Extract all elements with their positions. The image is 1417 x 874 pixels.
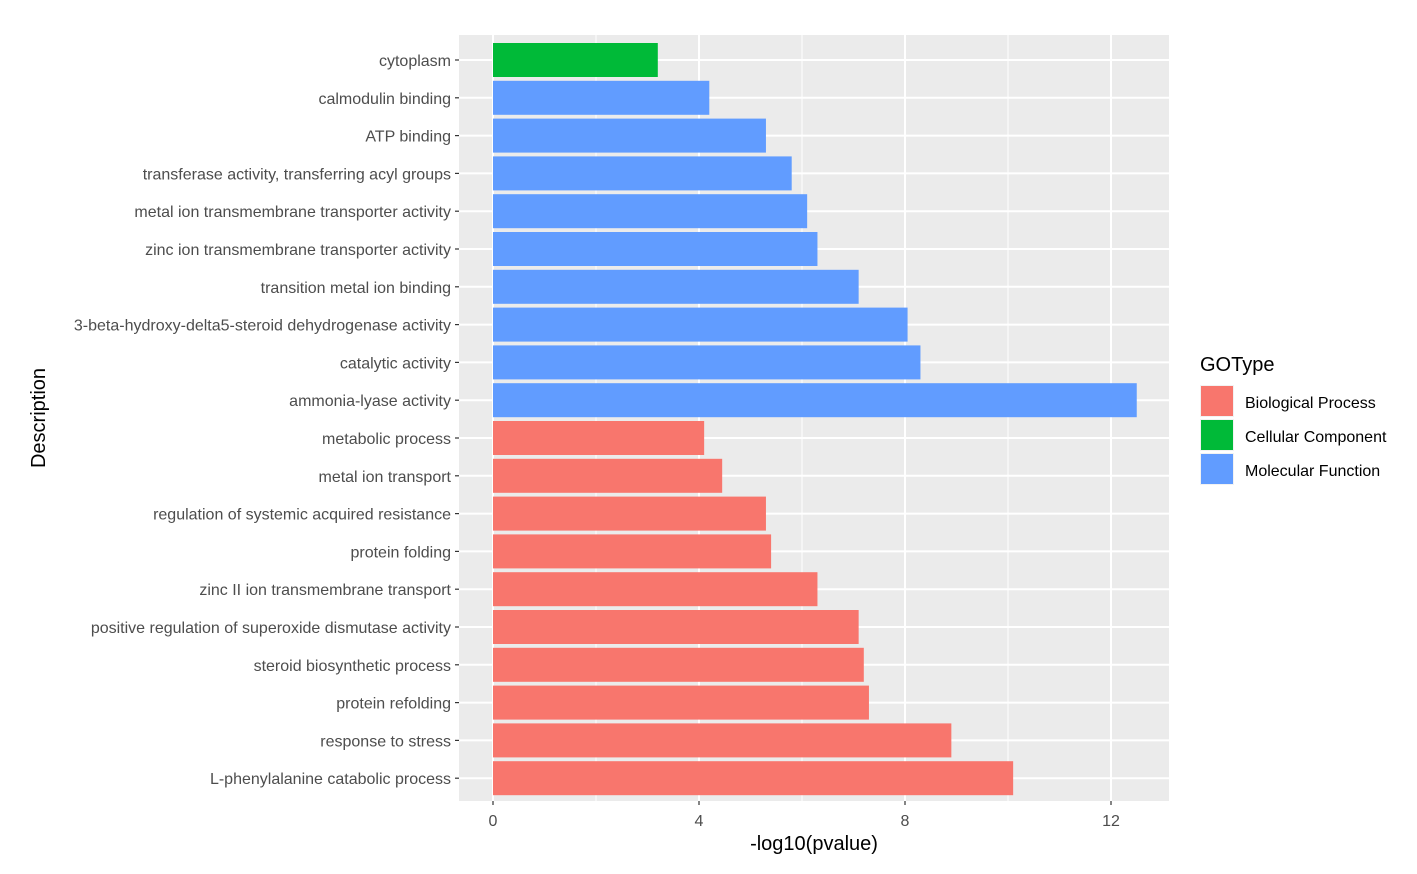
x-axis: 0 4 8 12 xyxy=(489,801,1120,830)
bar xyxy=(493,118,766,153)
y-tick-label: metal ion transport xyxy=(318,469,451,486)
y-tick-label: protein refolding xyxy=(336,696,451,713)
y-tick-label: protein folding xyxy=(350,544,451,561)
x-tick-label: 8 xyxy=(901,813,910,830)
bar xyxy=(493,307,908,342)
bar xyxy=(493,156,792,191)
y-tick-label: zinc II ion transmembrane transport xyxy=(199,582,451,599)
y-tick-label: positive regulation of superoxide dismut… xyxy=(91,620,451,637)
bar xyxy=(493,421,705,455)
y-tick-label: response to stress xyxy=(320,733,451,750)
bar xyxy=(493,534,772,569)
y-tick-label: 3-beta-hydroxy-delta5-steroid dehydrogen… xyxy=(74,318,451,335)
y-tick-label: metabolic process xyxy=(322,431,451,448)
bar xyxy=(493,572,818,607)
x-axis-title: -log10(pvalue) xyxy=(750,833,878,855)
legend-swatch xyxy=(1201,454,1233,484)
bar xyxy=(493,458,723,493)
y-tick-label: catalytic activity xyxy=(340,355,451,372)
y-tick-label: cytoplasm xyxy=(379,53,451,70)
bar xyxy=(493,232,818,266)
legend-title: GOType xyxy=(1200,354,1274,376)
legend-swatch xyxy=(1201,420,1233,450)
bar xyxy=(493,496,766,531)
y-tick-label: transferase activity, transferring acyl … xyxy=(143,166,451,183)
y-tick-label: ammonia-lyase activity xyxy=(289,393,451,410)
bar xyxy=(493,647,864,682)
y-tick-label: zinc ion transmembrane transporter activ… xyxy=(145,242,451,259)
y-tick-label: calmodulin binding xyxy=(318,91,451,108)
bar xyxy=(493,761,1014,796)
bar xyxy=(493,723,952,758)
legend-swatch xyxy=(1201,386,1233,416)
y-tick-label: transition metal ion binding xyxy=(261,280,451,297)
x-tick-label: 12 xyxy=(1102,813,1120,830)
y-tick-label: regulation of systemic acquired resistan… xyxy=(153,507,451,524)
bar xyxy=(493,269,859,304)
legend-label: Biological Process xyxy=(1245,395,1376,412)
x-tick-label: 4 xyxy=(695,813,704,830)
y-tick-label: ATP binding xyxy=(365,129,451,146)
bars xyxy=(493,43,1137,796)
bar xyxy=(493,610,859,644)
legend-label: Cellular Component xyxy=(1245,429,1387,446)
legend: GOType Biological Process Cellular Compon… xyxy=(1200,354,1387,485)
bar xyxy=(493,80,710,115)
legend-label: Molecular Function xyxy=(1245,463,1380,480)
bar xyxy=(493,194,808,229)
bar xyxy=(493,383,1137,418)
bar xyxy=(493,345,921,380)
y-tick-label: steroid biosynthetic process xyxy=(254,658,451,675)
bar xyxy=(493,43,658,77)
y-axis: cytoplasm calmodulin binding ATP binding tr… xyxy=(74,53,459,788)
y-axis-title: Description xyxy=(28,368,50,468)
bar xyxy=(493,685,869,720)
x-tick-label: 0 xyxy=(489,813,498,830)
y-tick-label: metal ion transmembrane transporter acti… xyxy=(134,204,451,221)
y-tick-label: L-phenylalanine catabolic process xyxy=(210,771,451,788)
